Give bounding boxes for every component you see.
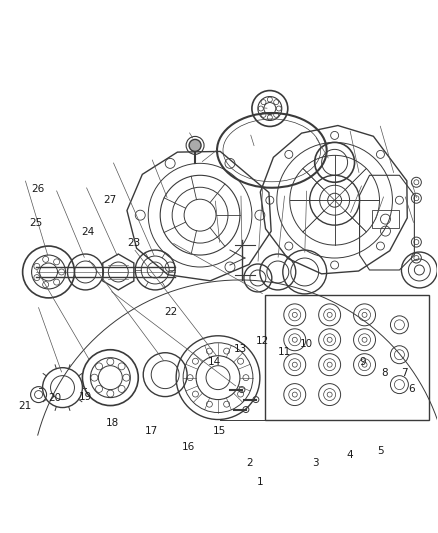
Text: 6: 6 bbox=[408, 384, 414, 394]
Bar bbox=[371, 210, 399, 228]
Bar bbox=[265, 295, 429, 419]
Text: 16: 16 bbox=[182, 442, 195, 452]
Text: 8: 8 bbox=[381, 368, 388, 378]
Text: 18: 18 bbox=[106, 418, 119, 428]
Text: 17: 17 bbox=[145, 426, 158, 436]
Text: 19: 19 bbox=[79, 392, 92, 402]
Text: 20: 20 bbox=[49, 393, 62, 403]
Text: 10: 10 bbox=[300, 338, 313, 349]
Text: 15: 15 bbox=[212, 426, 226, 436]
Text: 26: 26 bbox=[31, 184, 44, 195]
Text: 3: 3 bbox=[312, 458, 318, 468]
Text: 11: 11 bbox=[278, 346, 291, 357]
Text: 27: 27 bbox=[103, 195, 117, 205]
Circle shape bbox=[189, 140, 201, 151]
Text: 21: 21 bbox=[18, 401, 32, 411]
Text: 4: 4 bbox=[346, 450, 353, 460]
Text: 14: 14 bbox=[208, 357, 221, 367]
Text: 2: 2 bbox=[246, 458, 253, 468]
Text: 5: 5 bbox=[377, 447, 384, 456]
Text: 24: 24 bbox=[81, 227, 95, 237]
Text: 22: 22 bbox=[164, 306, 177, 317]
Text: 13: 13 bbox=[234, 344, 247, 354]
Text: 1: 1 bbox=[257, 477, 264, 487]
Text: 25: 25 bbox=[29, 218, 42, 228]
Text: 9: 9 bbox=[360, 357, 367, 367]
Text: 12: 12 bbox=[256, 336, 269, 346]
Text: 23: 23 bbox=[127, 238, 141, 248]
Text: 7: 7 bbox=[401, 368, 408, 378]
